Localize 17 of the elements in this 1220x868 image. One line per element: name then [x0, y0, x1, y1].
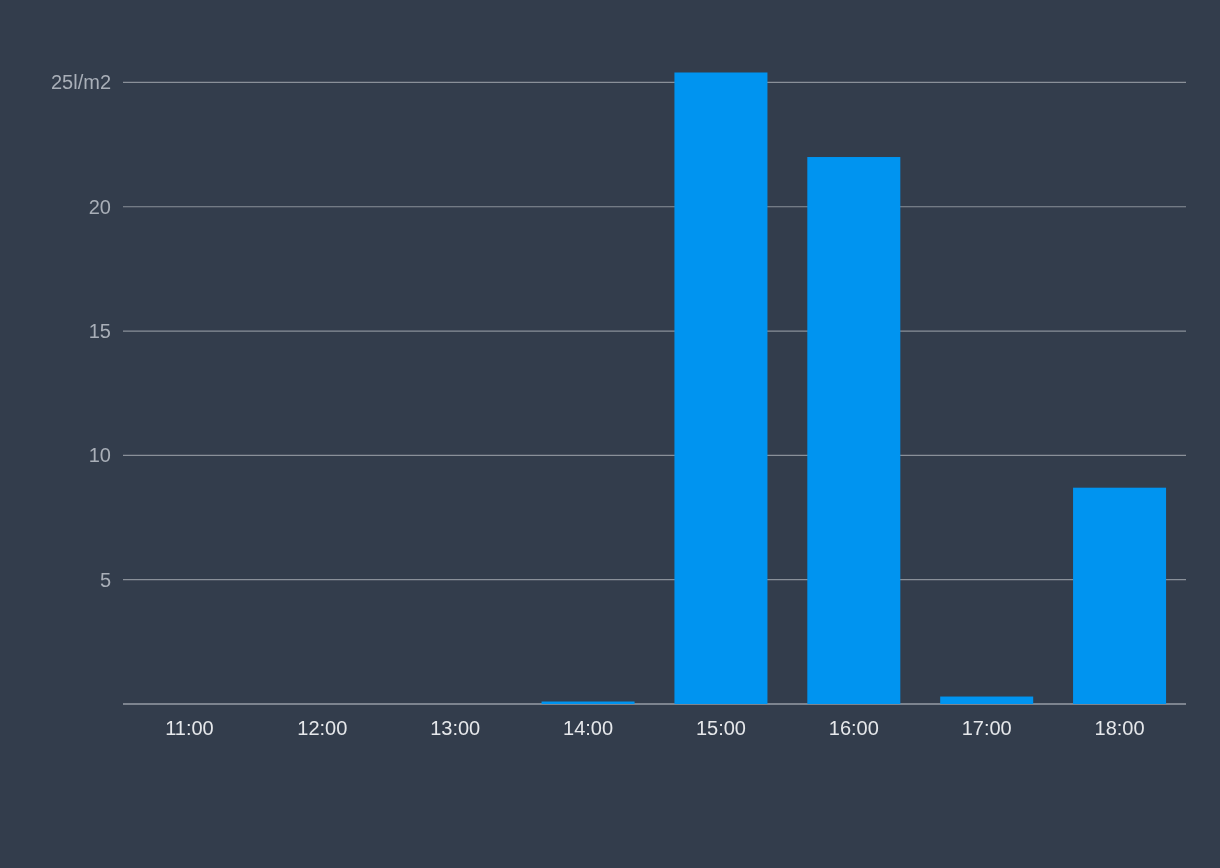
x-tick-label: 18:00	[1094, 717, 1145, 739]
bar	[940, 696, 1034, 704]
x-tick-label: 16:00	[828, 717, 879, 739]
x-tick-label: 15:00	[695, 717, 746, 739]
y-tick-label: 20	[88, 195, 111, 218]
x-tick-label: 17:00	[961, 717, 1012, 739]
y-tick-label: 25l/m2	[50, 71, 111, 94]
y-tick-label: 5	[99, 568, 111, 591]
bar	[674, 72, 768, 704]
y-tick-label: 15	[88, 320, 111, 343]
x-tick-label: 11:00	[165, 717, 214, 739]
bar	[1073, 487, 1167, 704]
x-tick-label: 13:00	[430, 717, 481, 739]
bar	[807, 157, 901, 704]
x-tick-label: 14:00	[563, 717, 614, 739]
x-tick-label: 12:00	[297, 717, 348, 739]
y-tick-label: 10	[88, 444, 111, 467]
